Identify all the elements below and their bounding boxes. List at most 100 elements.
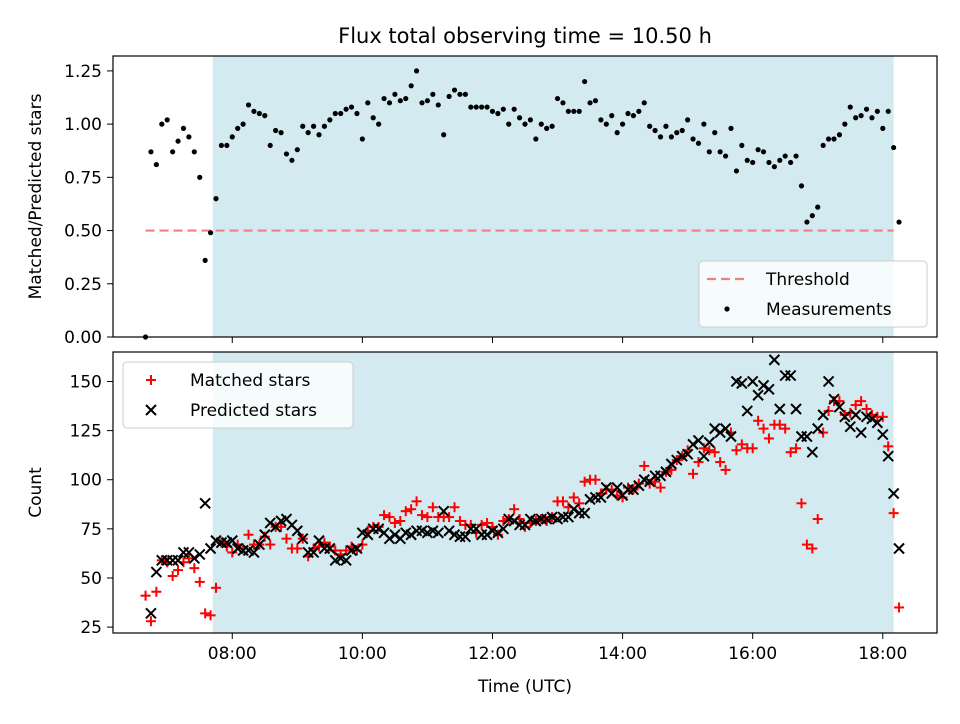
data-point-matched [655,482,666,493]
cross-stroke [692,434,705,447]
x-tick-label: 14:00 [598,644,647,664]
cross-stroke [687,438,699,451]
data-point-measurement [603,121,609,127]
cross-stroke [600,481,613,494]
data-point-matched [818,427,829,438]
cross-stroke [248,546,260,559]
y-tick-label: 50 [80,569,102,589]
data-point-matched [568,492,579,503]
cross-stroke [871,417,884,429]
data-point-matched [140,590,151,601]
data-point-measurement [771,164,777,170]
data-point-measurement [744,157,750,163]
data-point-measurement [424,98,431,104]
data-point-measurement [652,127,658,134]
cross-stroke [492,527,504,539]
series-predicted-stars [145,354,905,620]
data-point-matched [753,415,764,426]
data-point-matched [417,510,427,521]
cross-stroke [855,426,867,439]
y-tick-label: 1.25 [64,62,102,82]
data-point-measurement [164,117,170,123]
data-point-predicted [264,517,276,529]
data-point-measurement [180,125,187,131]
data-point-matched [395,515,406,526]
data-point-measurement [251,108,257,114]
x-tick-label: 18:00 [858,644,907,664]
data-point-predicted [709,422,721,435]
data-point-measurement [896,219,902,225]
data-point-predicted [188,552,201,565]
data-point-measurement [386,100,393,106]
data-point-predicted [611,481,623,494]
cross-stroke [372,523,385,535]
data-point-measurement [175,138,181,144]
cross-stroke [741,405,753,417]
y-tick-label: 0.75 [64,168,102,188]
data-point-predicted [855,426,867,439]
cross-stroke [839,411,851,423]
data-point-measurement [267,142,273,149]
data-point-predicted [291,525,304,537]
data-point-predicted [199,497,211,510]
cross-stroke [828,393,840,405]
data-point-matched [151,586,162,597]
data-point-measurement [256,110,262,117]
data-point-matched [774,419,785,430]
data-point-predicted [654,470,667,482]
cross-stroke [416,525,428,537]
data-point-predicted [297,532,309,545]
cross-stroke [849,409,862,421]
x-tick-label: 10:00 [338,644,387,664]
data-point-measurement [397,98,403,104]
cross-stroke [497,523,510,535]
y-tick-label: 150 [70,372,102,392]
data-point-matched [454,515,465,526]
data-point-measurement [571,108,577,114]
y-tick-label: 75 [80,520,102,540]
data-point-measurement [690,136,696,142]
data-point-predicted [253,538,266,551]
cross-stroke [204,542,217,555]
data-point-measurement [538,121,544,127]
cross-stroke [681,448,694,460]
data-point-measurement [473,104,479,110]
data-point-measurement [381,95,387,102]
cross-stroke [801,430,813,443]
data-point-measurement [847,104,853,110]
data-point-predicted [833,401,846,413]
data-point-measurement [278,130,284,136]
data-point-measurement [717,149,723,155]
cross-stroke [508,515,520,527]
data-point-predicted [578,507,591,519]
cross-stroke [307,546,320,559]
data-point-predicted [324,542,336,555]
data-point-matched [785,447,796,458]
data-point-measurement [825,136,832,142]
cross-stroke [297,532,309,545]
data-point-measurement [229,134,235,140]
data-point-predicted [866,413,878,425]
data-point-measurement [853,115,859,121]
data-point-matched [650,476,661,487]
data-point-matched [590,474,601,485]
data-point-matched [894,602,905,613]
data-point-measurement [636,108,642,114]
data-point-measurement [831,136,837,142]
data-point-predicted [194,548,206,561]
cross-stroke [145,607,157,620]
data-point-predicted [741,405,753,417]
series-measurements [142,68,902,340]
cross-stroke [763,383,775,396]
data-point-matched [449,502,460,513]
axes-frame [112,351,938,634]
data-point-measurement [413,68,420,74]
y-tick-label: 0.25 [64,275,102,295]
data-point-measurement [170,149,176,155]
data-point-measurement [701,121,707,127]
cross-stroke [188,552,201,565]
data-point-predicted [849,409,862,421]
data-point-measurement [392,91,398,97]
cross-stroke [784,369,797,382]
cross-stroke [578,507,591,519]
